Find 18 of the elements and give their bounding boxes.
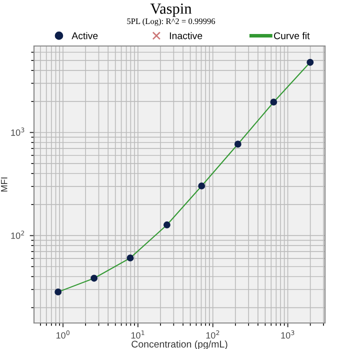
point [306,58,314,66]
x-tick-label: 10$^{2}$ [206,330,220,339]
legend-label: Curve fit [274,32,310,40]
x-tick-label: 10$^{3}$ [281,330,294,339]
point [234,140,242,148]
point [126,254,134,262]
chart-title: Vaspin [150,4,192,17]
point [90,274,98,282]
chart-subtitle: 5PL (Log): R^2 = 0.99996 [127,18,216,26]
legend-label: Inactive [170,32,202,40]
point [54,288,62,296]
x-tick-label: 10$^{0}$ [56,330,70,339]
y-axis-title: MFI [1,178,8,192]
point [270,98,278,106]
point [198,182,206,190]
point [163,221,170,228]
legend-label: Active [72,32,98,40]
x-tick-label: 10$^{1}$ [131,330,144,339]
